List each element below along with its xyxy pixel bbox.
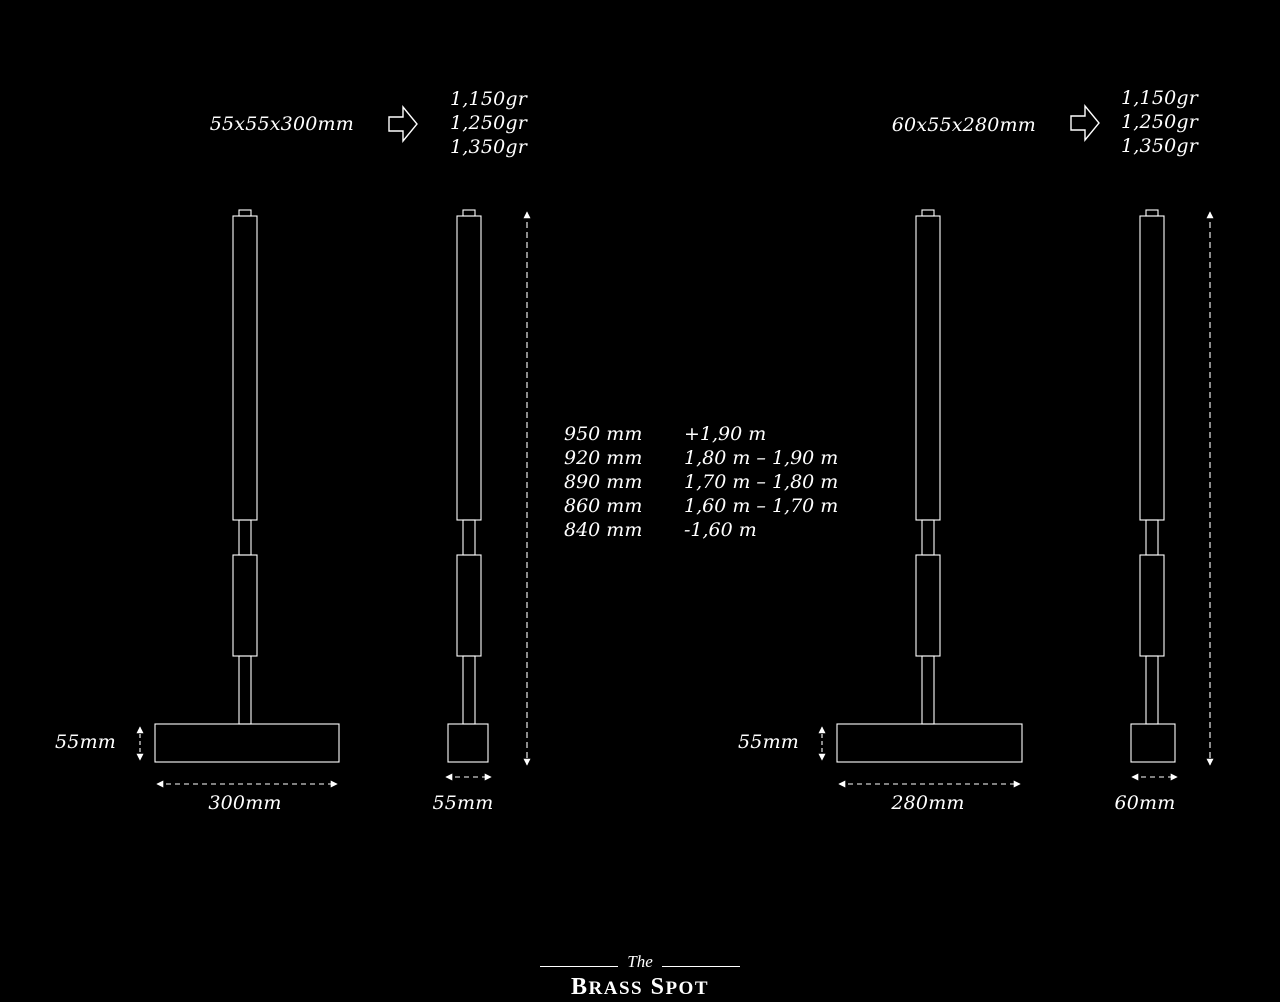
shaft-cap (921, 209, 935, 217)
mallet-b-side-view (1130, 209, 1214, 781)
mallet-b-weight-3: 1,350gr (1121, 135, 1199, 157)
shaft-upper-grip (1139, 215, 1165, 521)
shaft-lower-grip (1139, 554, 1165, 657)
mallet-a-front-view (136, 209, 340, 788)
mallet-b-weight-2: 1,250gr (1121, 111, 1199, 133)
shaft-cap (462, 209, 476, 217)
shaft-length: 890 mm (564, 471, 643, 493)
shaft-upper-grip (915, 215, 941, 521)
mallet-a-head-width-label: 55mm (432, 792, 494, 814)
player-height: 1,70 m – 1,80 m (684, 471, 839, 493)
shaft-lower-grip (232, 554, 258, 657)
shaft-lower (462, 655, 476, 725)
mallet-head (154, 723, 340, 763)
shaft-neck (238, 519, 252, 556)
shaft-lower-grip (456, 554, 482, 657)
logo-rule-right (662, 966, 740, 967)
mallet-a-head-height-label: 55mm (55, 731, 117, 753)
shaft-lower (1145, 655, 1159, 725)
shaft-neck (921, 519, 935, 556)
mallet-b-head-width-label: 60mm (1114, 792, 1176, 814)
shaft-lower-grip (915, 554, 941, 657)
shaft-cap (238, 209, 252, 217)
length-table-row: 920 mm 1,80 m – 1,90 m (564, 446, 838, 470)
logo-rule-left (540, 966, 618, 967)
right-arrow-icon (1070, 104, 1100, 142)
shaft-length: 840 mm (564, 519, 643, 541)
shaft-length: 860 mm (564, 495, 643, 517)
shaft-cap (1145, 209, 1159, 217)
right-arrow-icon (388, 105, 418, 143)
logo-the: The (627, 952, 653, 971)
mallet-a-head-length-label: 300mm (208, 792, 282, 814)
mallet-b-front-view (818, 209, 1023, 788)
mallet-b-head-size: 60x55x280mm (891, 114, 1036, 136)
shaft-lower (238, 655, 252, 725)
mallet-a-weight-2: 1,250gr (450, 112, 528, 134)
mallet-a-weight-3: 1,350gr (450, 136, 528, 158)
shaft-neck (462, 519, 476, 556)
length-table-row: 950 mm +1,90 m (564, 422, 766, 446)
length-table-row: 890 mm 1,70 m – 1,80 m (564, 470, 838, 494)
shaft-upper-grip (232, 215, 258, 521)
mallet-b-head-length-label: 280mm (891, 792, 965, 814)
logo-name: BRASS SPOT (570, 974, 709, 1000)
length-table-row: 840 mm -1,60 m (564, 518, 757, 542)
shaft-length: 920 mm (564, 447, 643, 469)
mallet-a-head-size: 55x55x300mm (209, 113, 354, 135)
mallet-head (836, 723, 1023, 763)
mallet-head (447, 723, 489, 763)
mallet-b-weight-1: 1,150gr (1121, 87, 1199, 109)
player-height: 1,60 m – 1,70 m (684, 495, 839, 517)
player-height: 1,80 m – 1,90 m (684, 447, 839, 469)
length-table-row: 860 mm 1,60 m – 1,70 m (564, 494, 838, 518)
mallet-b-head-height-label: 55mm (738, 731, 800, 753)
shaft-neck (1145, 519, 1159, 556)
brand-logo: The BRASS SPOT (538, 950, 742, 1000)
mallet-head (1130, 723, 1176, 763)
mallet-a-side-view (445, 209, 531, 781)
shaft-lower (921, 655, 935, 725)
player-height: +1,90 m (684, 423, 767, 445)
player-height: -1,60 m (684, 519, 757, 541)
mallet-a-weight-1: 1,150gr (450, 88, 528, 110)
shaft-upper-grip (456, 215, 482, 521)
shaft-length: 950 mm (564, 423, 643, 445)
